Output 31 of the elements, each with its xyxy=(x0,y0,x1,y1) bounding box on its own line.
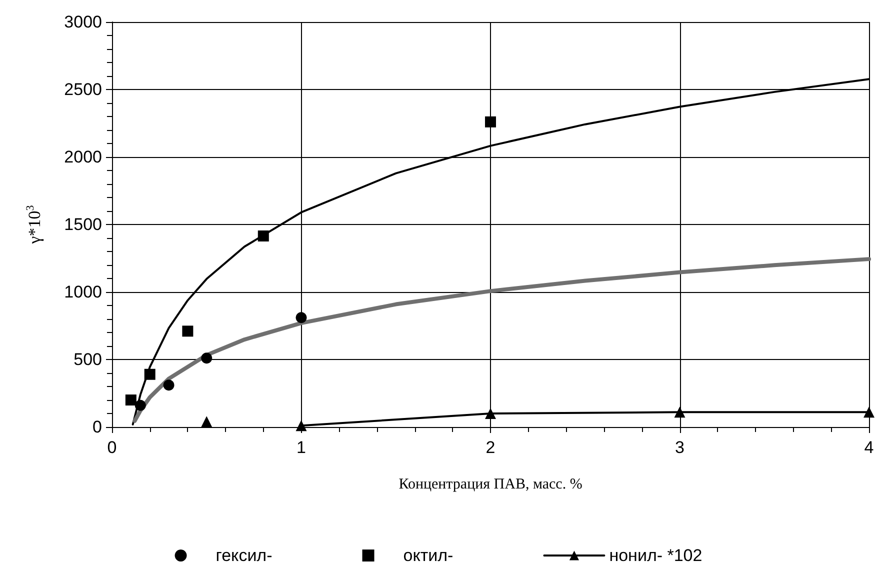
point xyxy=(485,116,496,128)
y-tick-label: 2500 xyxy=(64,80,102,99)
point xyxy=(864,406,874,418)
legend-label: гексил- xyxy=(216,546,272,565)
y-tick-label: 3000 xyxy=(64,12,102,32)
point xyxy=(163,380,174,391)
y-tick-label: 500 xyxy=(74,350,102,369)
x-tick-label: 1 xyxy=(296,438,306,457)
point xyxy=(674,406,686,418)
point xyxy=(258,230,269,242)
x-tick-label: 3 xyxy=(675,438,684,457)
x-tick-label: 2 xyxy=(486,438,496,457)
point xyxy=(182,326,194,337)
point xyxy=(144,368,156,380)
point xyxy=(201,416,212,428)
x-axis-title: Концентрация ПАВ, масс. % xyxy=(398,476,582,492)
x-tick-label: 0 xyxy=(107,438,117,457)
point xyxy=(201,352,212,364)
point xyxy=(134,400,146,411)
legend-label: октил- xyxy=(403,546,454,565)
point xyxy=(296,312,307,324)
point xyxy=(125,394,136,406)
y-tick-label: 2000 xyxy=(64,148,102,166)
y-tick-label: 1000 xyxy=(64,282,102,302)
y-tick-label: 1500 xyxy=(64,215,102,234)
x-tick-label: 4 xyxy=(864,438,874,457)
legend-label: нонил- *102 xyxy=(609,546,702,565)
point xyxy=(485,408,496,419)
line-series xyxy=(132,257,871,423)
y-axis-title: γ*103 xyxy=(24,204,44,245)
y-tick-label: 0 xyxy=(92,418,102,436)
